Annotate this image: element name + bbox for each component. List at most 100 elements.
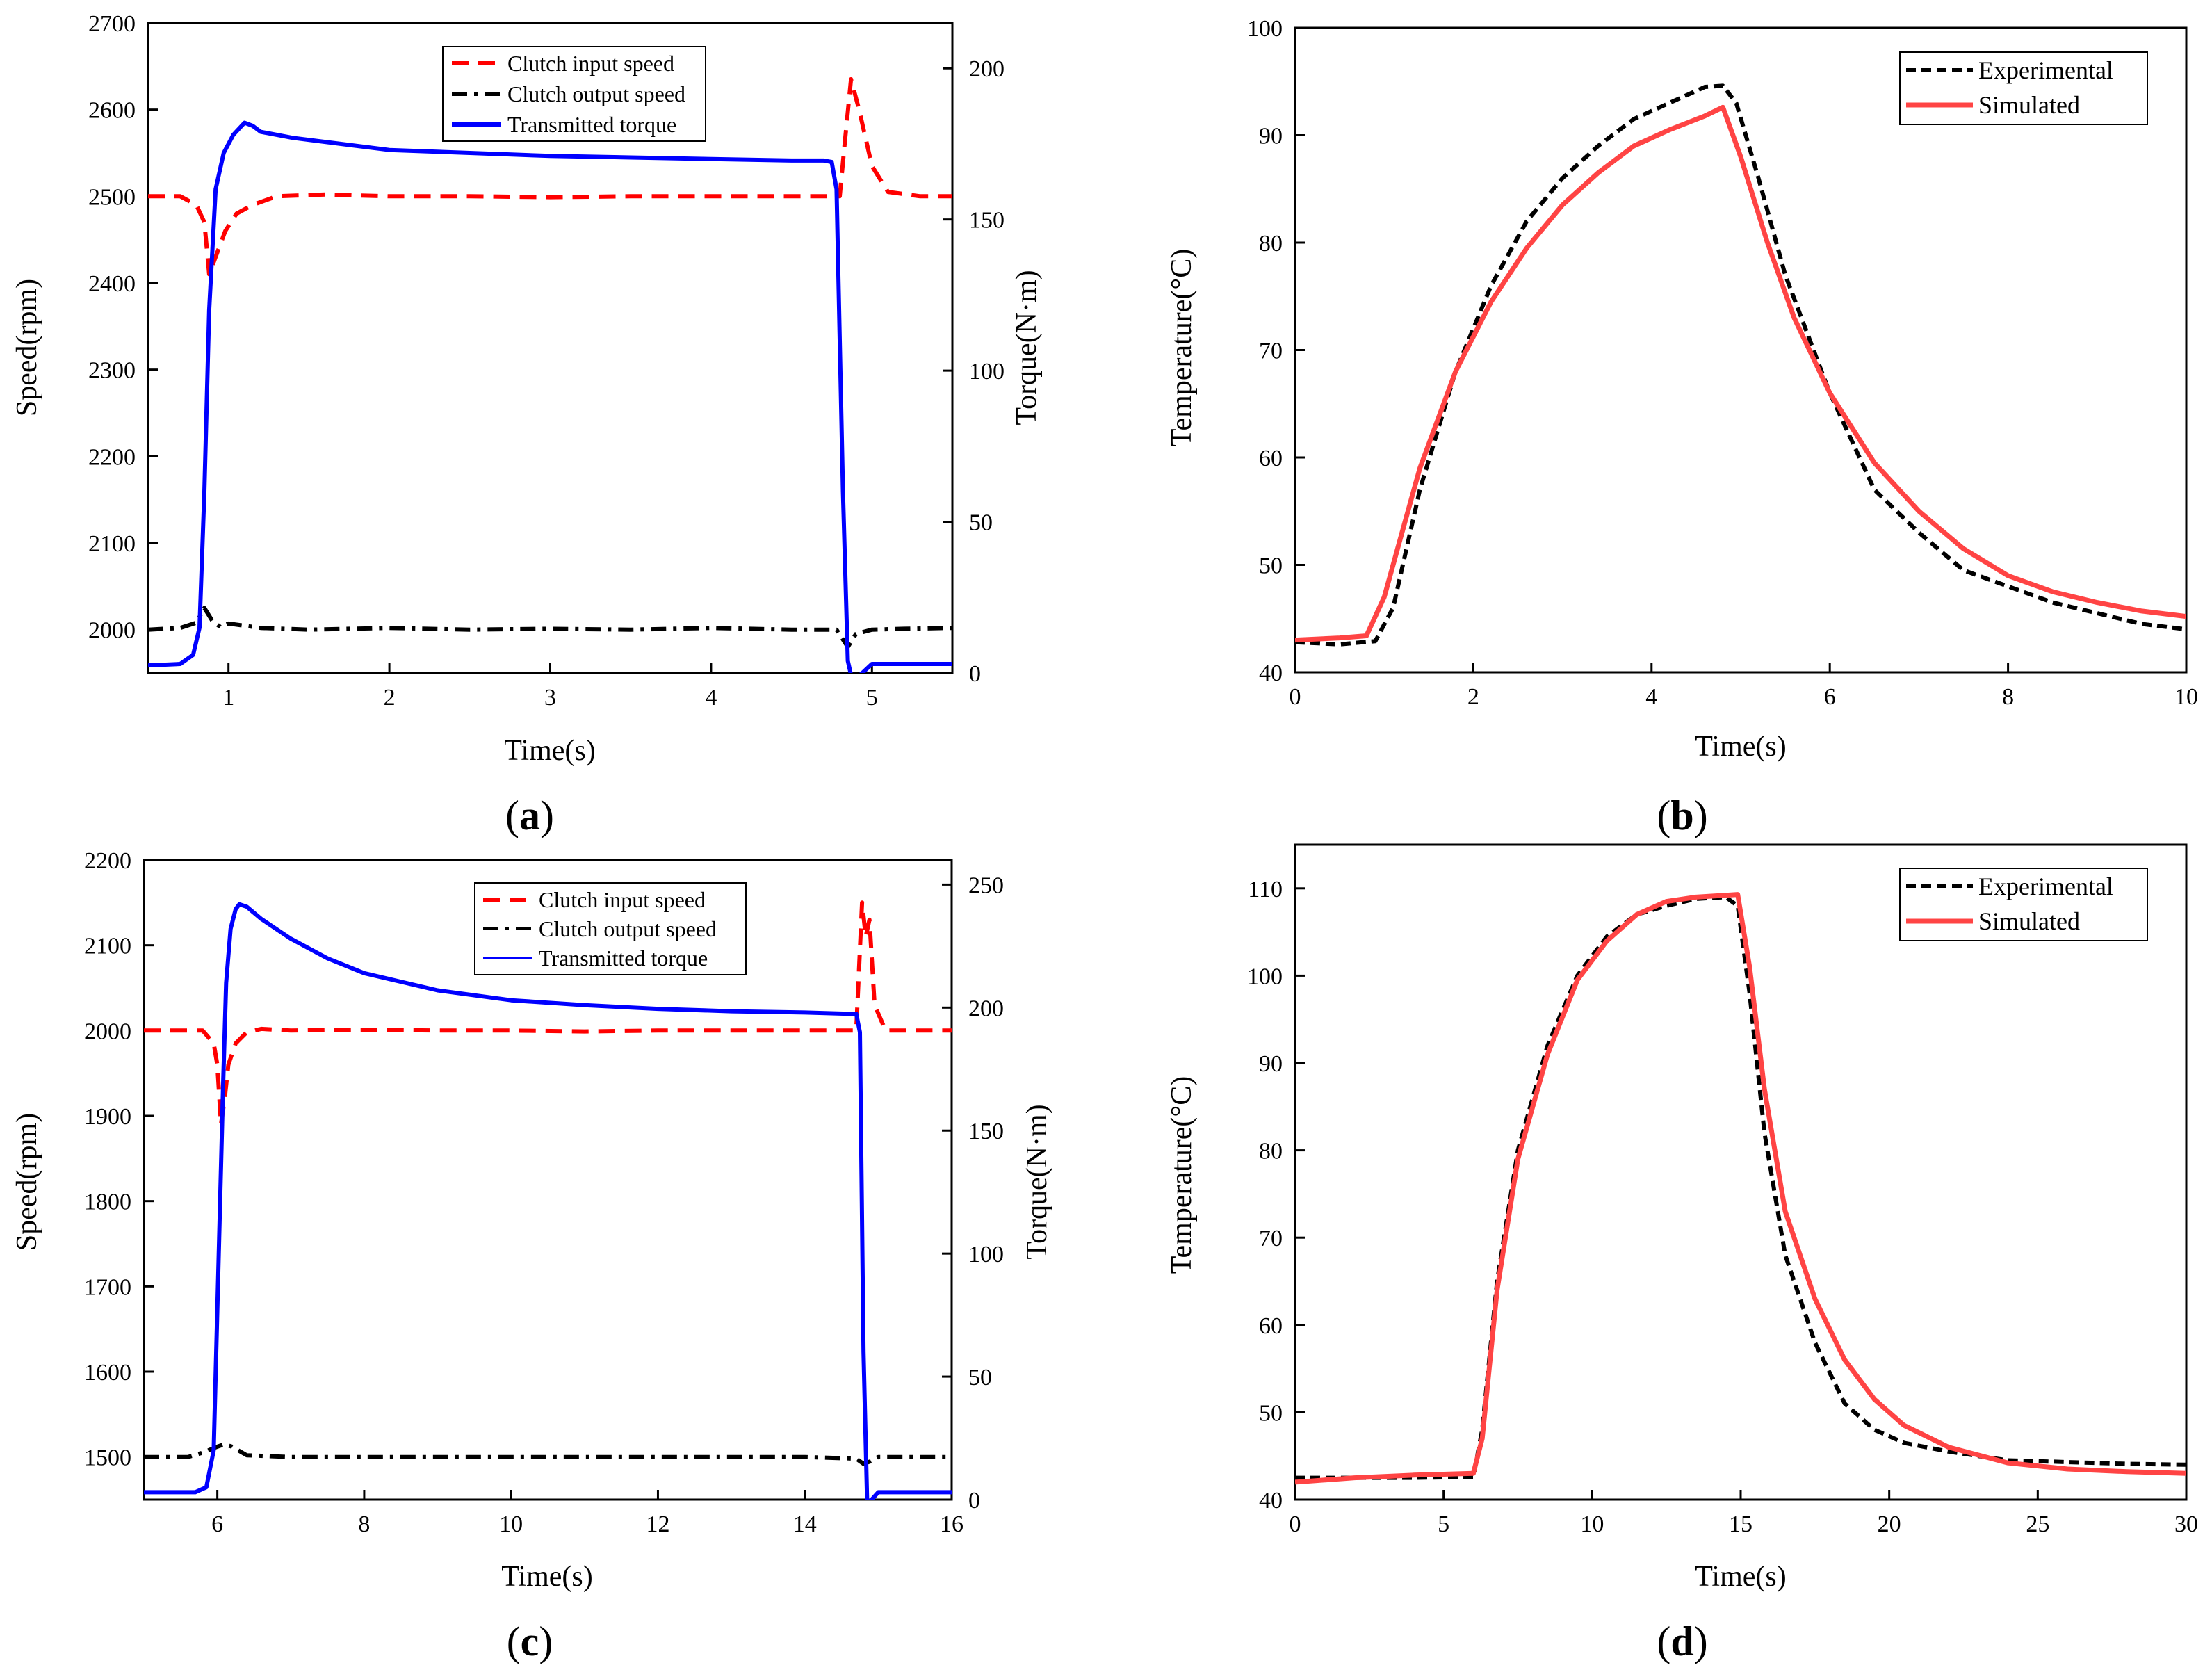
- y-tick-label: 100: [1247, 16, 1283, 42]
- x-axis-c: 6 8 10 12 14 16: [211, 1490, 963, 1537]
- y2-tick-label: 50: [969, 510, 993, 536]
- x-tick-label: 4: [705, 685, 717, 711]
- y2-tick-label: 0: [969, 661, 981, 687]
- x-tick-label: 5: [1438, 1511, 1449, 1537]
- x-tick-label: 8: [2002, 684, 2014, 710]
- series-line-simulated: [1295, 104, 2186, 643]
- y2-axis-a: 0 50 100 150 200: [943, 56, 1005, 687]
- y-tick-label: 1700: [84, 1274, 131, 1300]
- x-tick-label: 10: [1580, 1511, 1604, 1537]
- y2-tick-label: 100: [968, 1242, 1004, 1267]
- y2-tick-label: 50: [968, 1365, 992, 1390]
- y-tick-label: 80: [1259, 231, 1283, 257]
- x-axis-title-b: Time(s): [1695, 731, 1786, 763]
- x-tick-label: 20: [1878, 1511, 1901, 1537]
- x-tick-label: 30: [2174, 1511, 2198, 1537]
- y-tick-label: 110: [1248, 877, 1283, 902]
- x-axis-title-d: Time(s): [1695, 1561, 1786, 1593]
- y-tick-label: 1600: [84, 1360, 131, 1386]
- legend-label-simulated-b: Simulated: [1978, 91, 2080, 119]
- x-axis-title-a: Time(s): [504, 735, 595, 767]
- y-tick-label: 1900: [84, 1104, 131, 1130]
- x-tick-label: 0: [1290, 1511, 1301, 1537]
- y-tick-label: 90: [1259, 1051, 1283, 1077]
- x-axis-b: 0 2 4 6 8 10: [1290, 663, 2198, 710]
- y-tick-label: 1800: [84, 1190, 131, 1215]
- y2-tick-label: 100: [969, 359, 1005, 384]
- series-group-d: [1295, 892, 2186, 1485]
- x-tick-label: 6: [211, 1511, 223, 1537]
- series-group-a: [148, 77, 952, 673]
- y2-tick-label: 250: [968, 872, 1004, 898]
- x-tick-label: 2: [1467, 684, 1479, 710]
- x-tick-label: 10: [499, 1511, 523, 1537]
- legend-b: Experimental Simulated: [1899, 51, 2148, 125]
- y2-axis-title-a: Torque(N·m): [1011, 270, 1043, 425]
- legend-label-experimental-b: Experimental: [1978, 56, 2113, 84]
- y2-tick-label: 200: [969, 56, 1005, 82]
- y2-axis-c: 0 50 100 150 200 250: [942, 872, 1004, 1513]
- panel-label-d: (d): [1657, 1618, 1707, 1664]
- x-tick-label: 10: [2174, 684, 2198, 710]
- series-line-torque: [148, 120, 952, 673]
- y-tick-label: 2600: [88, 98, 136, 124]
- x-axis-title-c: Time(s): [501, 1561, 592, 1593]
- x-tick-label: 4: [1645, 684, 1657, 710]
- legend-label-input-c: Clutch input speed: [539, 887, 706, 912]
- series-line-simulated: [1295, 892, 2186, 1485]
- y-axis-a: 2000 2100 2200 2300 2400 2500 2600 2700: [88, 11, 158, 644]
- y-tick-label: 2300: [88, 358, 136, 384]
- y-axis-title-d: Temperature(°C): [1166, 1076, 1198, 1274]
- legend-box-d: [1899, 868, 2148, 941]
- y-axis-d: 40 50 60 70 80 90 100 110: [1247, 877, 1305, 1513]
- series-line-experimental: [1295, 83, 2186, 647]
- y-tick-label: 60: [1259, 1313, 1283, 1339]
- y-axis-b: 40 50 60 70 80 90 100: [1247, 16, 1305, 686]
- x-tick-label: 5: [866, 685, 878, 711]
- x-tick-label: 12: [646, 1511, 669, 1537]
- y2-axis-title-c: Torque(N·m): [1021, 1104, 1053, 1259]
- y-axis-title-a: Speed(rpm): [11, 279, 43, 416]
- y-tick-label: 2400: [88, 271, 136, 297]
- y-tick-label: 2000: [88, 618, 136, 644]
- y-tick-label: 2100: [84, 934, 131, 959]
- legend-label-torque-c: Transmitted torque: [539, 945, 708, 971]
- y-tick-label: 2200: [88, 444, 136, 470]
- y-tick-label: 90: [1259, 124, 1283, 149]
- y-tick-label: 2200: [84, 848, 131, 874]
- x-tick-label: 8: [358, 1511, 370, 1537]
- legend-box-b: [1899, 51, 2148, 125]
- x-axis-d: 0 5 10 15 20 25 30: [1290, 1490, 2198, 1537]
- y-tick-label: 2700: [88, 11, 136, 37]
- y-tick-label: 70: [1259, 339, 1283, 364]
- series-line-experimental: [1295, 895, 2186, 1480]
- y-axis-c: 1500 1600 1700 1800 1900 2000 2100 2200: [84, 848, 154, 1471]
- x-tick-label: 25: [2026, 1511, 2049, 1537]
- y-tick-label: 2000: [84, 1018, 131, 1044]
- y2-tick-label: 0: [968, 1488, 980, 1513]
- x-tick-label: 14: [793, 1511, 817, 1537]
- legend-label-simulated-d: Simulated: [1978, 907, 2080, 935]
- x-axis-a: 1 2 3 4 5: [222, 663, 878, 711]
- y-tick-label: 70: [1259, 1226, 1283, 1251]
- panel-c: 6 8 10 12 14 16 15001600170018001900200021002…: [11, 848, 1053, 1664]
- x-tick-label: 3: [544, 685, 556, 711]
- legend-label-input-a: Clutch input speed: [507, 51, 674, 76]
- panel-b: 0 2 4 6 8 10 40 50 60 70 80 90 100 Time(s) Temperat…: [1166, 16, 2198, 838]
- y-tick-label: 2100: [88, 531, 136, 557]
- x-tick-label: 0: [1290, 684, 1301, 710]
- series-group-b: [1295, 83, 2186, 647]
- legend-label-experimental-d: Experimental: [1978, 872, 2113, 900]
- legend-a: Clutch input speed Clutch output speed T…: [442, 46, 706, 142]
- panel-label-a: (a): [505, 793, 554, 838]
- x-tick-label: 16: [940, 1511, 963, 1537]
- y2-tick-label: 200: [968, 996, 1004, 1021]
- legend-label-torque-a: Transmitted torque: [507, 112, 676, 137]
- y-tick-label: 40: [1259, 1488, 1283, 1513]
- legend-label-output-a: Clutch output speed: [507, 81, 685, 106]
- y-tick-label: 2500: [88, 184, 136, 210]
- panel-label-c: (c): [507, 1618, 553, 1664]
